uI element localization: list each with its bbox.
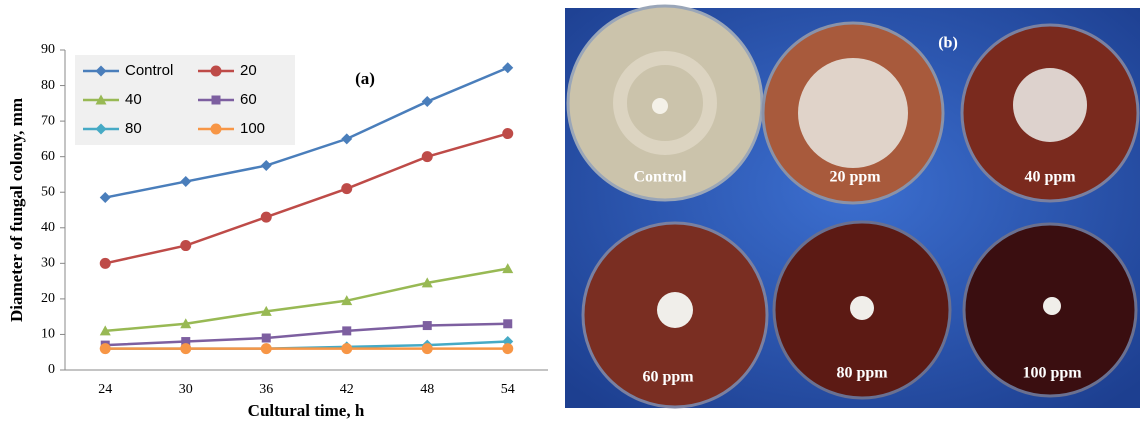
x-tick-label: 30 — [179, 382, 193, 397]
marker — [423, 321, 432, 330]
marker — [180, 343, 191, 354]
marker — [502, 128, 513, 139]
y-tick-label: 40 — [41, 220, 55, 235]
marker — [502, 62, 513, 73]
colony — [652, 98, 668, 114]
legend-label: 100 — [240, 120, 265, 137]
marker — [422, 96, 433, 107]
x-tick-label: 48 — [420, 382, 434, 397]
line-chart: Cultural time, h Diameter of fungal colo… — [7, 42, 548, 420]
marker — [422, 343, 433, 354]
legend-label: 40 — [125, 91, 142, 108]
plate-label: 60 ppm — [642, 369, 694, 386]
y-tick-label: 70 — [41, 113, 55, 128]
marker — [341, 343, 352, 354]
plate-label: 20 ppm — [829, 169, 881, 186]
y-tick-label: 90 — [41, 42, 55, 57]
marker — [422, 151, 433, 162]
x-tick-label: 24 — [98, 382, 112, 397]
plate-label: 100 ppm — [1022, 365, 1082, 382]
y-tick-label: 60 — [41, 149, 55, 164]
series-line — [105, 269, 508, 331]
marker — [261, 160, 272, 171]
colony — [798, 58, 908, 168]
marker — [211, 66, 222, 77]
marker — [341, 183, 352, 194]
x-tick-label: 54 — [501, 382, 515, 397]
marker — [261, 343, 272, 354]
legend-label: 60 — [240, 91, 257, 108]
colony — [1013, 68, 1087, 142]
legend-label: Control — [125, 62, 173, 79]
plate-label: 40 ppm — [1024, 169, 1076, 186]
marker — [262, 334, 271, 343]
panel-label: (a) — [355, 69, 375, 88]
marker — [100, 343, 111, 354]
y-tick-label: 20 — [41, 291, 55, 306]
x-tick-label: 42 — [340, 382, 354, 397]
y-axis-label: Diameter of fungal colony, mm — [7, 98, 26, 322]
photo: (b) Control 20 ppm 40 ppm 60 ppm 80 ppm … — [565, 6, 1140, 408]
marker — [341, 133, 352, 144]
colony — [850, 296, 874, 320]
marker — [100, 258, 111, 269]
marker — [342, 326, 351, 335]
plate-label: Control — [633, 169, 687, 186]
marker — [502, 343, 513, 354]
y-tick-label: 50 — [41, 184, 55, 199]
legend-label: 80 — [125, 120, 142, 137]
figure: Cultural time, h Diameter of fungal colo… — [0, 0, 1140, 424]
colony — [1043, 297, 1061, 315]
x-axis-label: Cultural time, h — [248, 401, 365, 420]
y-tick-label: 30 — [41, 256, 55, 271]
series-line — [105, 324, 508, 345]
y-tick-label: 0 — [48, 362, 55, 377]
plate-label: 80 ppm — [836, 365, 888, 382]
marker — [100, 192, 111, 203]
marker — [180, 240, 191, 251]
marker — [212, 96, 221, 105]
legend: Control 20 40 60 80 100 — [75, 55, 295, 145]
marker — [180, 176, 191, 187]
marker — [211, 124, 222, 135]
colony — [657, 292, 693, 328]
panel-label: (b) — [938, 35, 958, 52]
marker — [261, 212, 272, 223]
y-tick-label: 10 — [41, 327, 55, 342]
legend-label: 20 — [240, 62, 257, 79]
marker — [503, 319, 512, 328]
y-tick-label: 80 — [41, 78, 55, 93]
x-tick-label: 36 — [259, 382, 273, 397]
